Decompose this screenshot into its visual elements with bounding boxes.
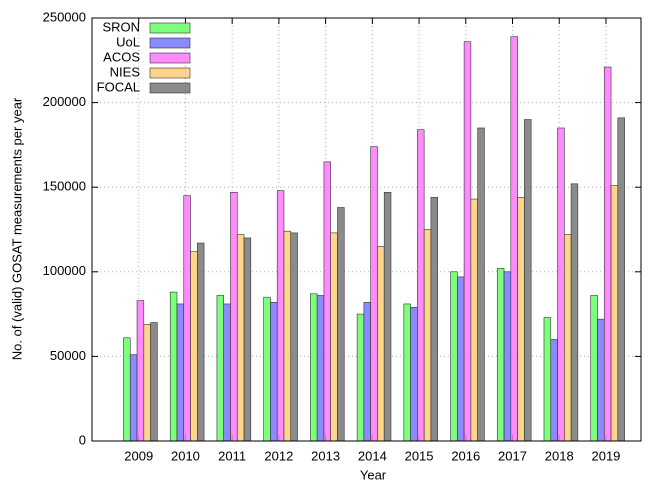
bar xyxy=(403,303,411,442)
bar xyxy=(310,293,318,442)
y-axis-label: No. of (valid) GOSAT measurements per ye… xyxy=(9,97,24,360)
x-tick-label: 2018 xyxy=(545,448,574,463)
bar xyxy=(263,296,271,442)
x-tick-label: 2016 xyxy=(451,448,480,463)
bar xyxy=(503,271,512,442)
bar xyxy=(463,41,472,442)
bar xyxy=(283,230,292,442)
x-tick-label: 2011 xyxy=(218,448,246,463)
bar xyxy=(230,191,238,442)
plot-frame xyxy=(91,17,642,442)
bar xyxy=(356,313,365,442)
bar xyxy=(363,301,371,442)
bar xyxy=(216,295,225,442)
bar xyxy=(550,339,558,442)
legend-swatch xyxy=(149,37,191,49)
x-tick-label: 2012 xyxy=(264,448,293,463)
bar xyxy=(417,129,425,442)
bar xyxy=(223,303,231,442)
bar xyxy=(450,271,458,442)
y-tick-label: 250000 xyxy=(43,9,86,24)
bar xyxy=(557,127,565,442)
x-tick-label: 2009 xyxy=(124,448,153,463)
bar xyxy=(610,185,619,442)
bar xyxy=(517,197,525,442)
bar xyxy=(243,237,252,442)
x-tick-label: 2014 xyxy=(358,448,387,463)
bar xyxy=(617,117,625,442)
bar xyxy=(190,251,198,442)
bar xyxy=(470,198,478,442)
bar xyxy=(169,291,178,442)
bar xyxy=(150,322,158,442)
bar xyxy=(570,183,579,442)
legend-label: UoL xyxy=(116,34,140,49)
y-tick-label: 100000 xyxy=(43,263,86,278)
bar xyxy=(129,354,138,442)
bar xyxy=(197,242,205,442)
bar xyxy=(370,146,378,442)
x-tick-label: 2010 xyxy=(171,448,200,463)
bar xyxy=(423,229,432,442)
y-tick-label: 50000 xyxy=(50,348,86,363)
legend-swatch xyxy=(149,52,191,64)
y-tick-label: 200000 xyxy=(43,94,86,109)
bar xyxy=(477,127,485,442)
bar xyxy=(457,276,465,442)
bar xyxy=(323,161,331,442)
bar xyxy=(337,207,345,442)
bar xyxy=(543,317,552,442)
bar xyxy=(603,66,612,442)
bar xyxy=(136,300,145,442)
bar xyxy=(564,234,572,442)
bar xyxy=(597,318,605,442)
bar xyxy=(183,195,191,442)
bar xyxy=(270,301,278,442)
legend-swatch xyxy=(149,67,191,79)
x-tick-label: 2019 xyxy=(591,448,620,463)
bar xyxy=(316,295,325,442)
bar xyxy=(510,36,518,442)
bar xyxy=(236,234,245,442)
x-tick-label: 2017 xyxy=(498,448,527,463)
bar xyxy=(524,119,532,442)
bar xyxy=(410,307,418,442)
legend-swatch xyxy=(149,82,191,94)
legend-label: NIES xyxy=(110,64,141,79)
bar xyxy=(176,303,185,442)
x-tick-label: 2013 xyxy=(311,448,340,463)
bar xyxy=(430,197,438,442)
legend-label: FOCAL xyxy=(97,79,140,94)
bar xyxy=(330,232,338,442)
legend-swatch xyxy=(149,22,191,34)
legend-label: ACOS xyxy=(103,49,140,64)
bar xyxy=(143,323,151,442)
y-tick-label: 150000 xyxy=(43,179,86,194)
bar xyxy=(123,337,131,442)
bar xyxy=(383,191,392,442)
bar xyxy=(276,190,285,442)
bar xyxy=(590,295,598,442)
bar xyxy=(377,246,385,442)
y-tick-label: 0 xyxy=(79,432,86,447)
legend-label: SRON xyxy=(102,19,140,34)
bar xyxy=(290,232,298,442)
x-axis-label: Year xyxy=(360,467,387,482)
x-tick-label: 2015 xyxy=(405,448,434,463)
bar xyxy=(496,268,505,442)
